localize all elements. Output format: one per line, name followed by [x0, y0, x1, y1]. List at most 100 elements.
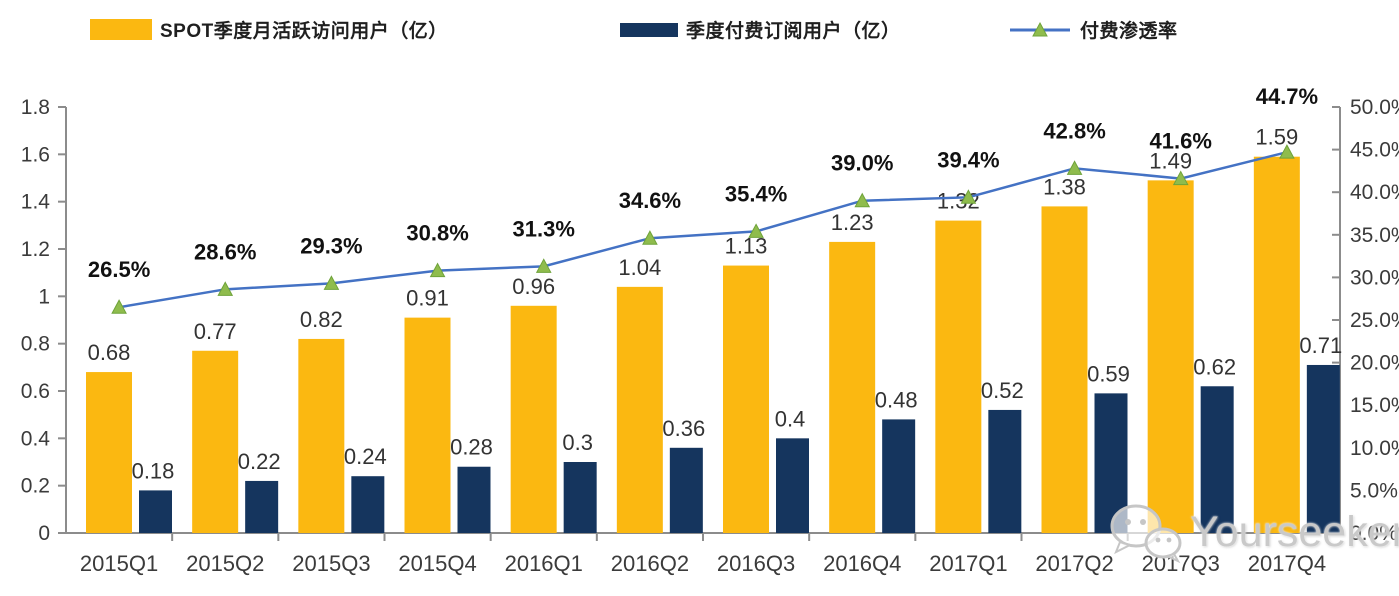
mau-value-label: 0.96: [512, 274, 555, 299]
subs-value-label: 0.48: [875, 387, 918, 412]
mau-bar: [192, 350, 239, 533]
mau-bar: [510, 305, 557, 533]
left-axis-tick-label: 0.6: [21, 380, 50, 403]
mau-legend-label: SPOT季度月活跃访问用户（亿）: [160, 21, 448, 42]
mau-bar: [404, 317, 451, 533]
penetration-marker: [1279, 144, 1295, 159]
penetration-pct-label: 44.7%: [1256, 84, 1318, 109]
left-axis-tick-label: 1.6: [21, 143, 50, 166]
subs-value-label: 0.62: [1193, 354, 1236, 379]
penetration-pct-label: 42.8%: [1043, 118, 1105, 143]
mau-bar: [616, 286, 663, 533]
left-axis-tick-label: 0.4: [21, 427, 51, 450]
legend-item-mau: SPOT季度月活跃访问用户（亿）: [90, 16, 448, 43]
subs-value-label: 0.71: [1299, 333, 1342, 358]
right-axis-tick-label: 25.0%: [1350, 309, 1399, 332]
penetration-pct-label: 29.3%: [300, 233, 362, 258]
left-axis-tick-label: 0: [38, 522, 50, 545]
right-axis-tick-label: 10.0%: [1350, 437, 1399, 460]
penetration-marker: [217, 281, 234, 296]
penetration-marker: [854, 192, 871, 208]
left-axis-tick-label: 0.2: [21, 475, 50, 498]
subs-bar: [457, 466, 491, 533]
subs-bar: [669, 447, 703, 533]
mau-bar: [1147, 180, 1194, 533]
penetration-legend-label: 付费渗透率: [1080, 21, 1178, 42]
x-tick-label: 2015Q3: [292, 551, 370, 576]
mau-bar: [298, 338, 345, 533]
subs-bar: [1094, 393, 1128, 533]
penetration-pct-label: 31.3%: [513, 216, 575, 241]
subs-bar: [1200, 386, 1234, 533]
mau-value-label: 0.82: [300, 307, 343, 332]
penetration-marker: [642, 230, 658, 245]
penetration-marker: [323, 275, 340, 290]
penetration-marker: [1172, 170, 1189, 186]
mau-value-label: 0.68: [88, 340, 131, 365]
subs-bar: [245, 480, 279, 533]
mau-bar: [1041, 206, 1088, 533]
subs-legend-label: 季度付费订阅用户（亿）: [686, 21, 901, 42]
mau-value-label: 0.77: [194, 319, 237, 344]
x-tick-label: 2017Q2: [1035, 551, 1113, 576]
right-axis-tick-label: 15.0%: [1350, 394, 1399, 417]
penetration-pct-label: 41.6%: [1150, 129, 1212, 154]
legend-item-penetration: 付费渗透率: [1008, 16, 1178, 43]
right-axis-tick-label: 30.0%: [1350, 266, 1399, 289]
subs-bar: [988, 409, 1022, 533]
penetration-marker: [1066, 160, 1083, 175]
left-axis-tick-label: 1.4: [21, 191, 51, 214]
penetration-pct-label: 39.4%: [937, 147, 999, 172]
subs-bar: [351, 476, 385, 533]
penetration-pct-label: 34.6%: [619, 188, 681, 213]
penetration-pct-label: 39.0%: [831, 151, 893, 176]
penetration-line: [118, 150, 1288, 309]
right-axis-tick-label: 50.0%: [1350, 96, 1399, 119]
subs-bar: [776, 438, 809, 533]
penetration-pct-label: 28.6%: [194, 239, 256, 264]
x-tick-label: 2017Q1: [929, 551, 1007, 576]
mau-value-label: 1.04: [618, 255, 661, 280]
penetration-pct-label: 30.8%: [406, 221, 468, 246]
legend-item-subs: 季度付费订阅用户（亿）: [620, 16, 901, 43]
subs-value-label: 0.59: [1087, 361, 1130, 386]
subs-bar: [563, 462, 597, 533]
subs-value-label: 0.18: [132, 458, 175, 483]
subs-value-label: 0.36: [662, 416, 705, 441]
mau-bar: [935, 220, 982, 533]
left-axis-tick-label: 1.2: [21, 238, 50, 261]
left-axis-tick-label: 1: [38, 285, 50, 308]
right-axis-tick-label: 20.0%: [1350, 352, 1399, 375]
subs-value-label: 0.4: [775, 406, 806, 431]
mau-bar: [723, 265, 769, 533]
x-tick-label: 2016Q1: [505, 551, 583, 576]
penetration-legend-marker: [1010, 21, 1070, 36]
mau-value-label: 1.59: [1255, 125, 1298, 150]
x-tick-label: 2016Q2: [611, 551, 689, 576]
mau-value-label: 1.49: [1149, 148, 1192, 173]
subs-bar: [882, 419, 916, 533]
subs-value-label: 0.28: [450, 435, 493, 460]
subs-value-label: 0.22: [238, 449, 281, 474]
penetration-marker: [535, 258, 552, 273]
subs-value-label: 0.52: [981, 378, 1024, 403]
x-tick-label: 2017Q3: [1142, 551, 1220, 576]
mau-value-label: 1.23: [831, 210, 874, 235]
subs-bar: [139, 490, 172, 533]
penetration-pct-label: 26.5%: [88, 257, 150, 282]
right-axis-tick-label: 40.0%: [1350, 181, 1399, 204]
x-tick-label: 2016Q3: [717, 551, 795, 576]
right-axis-tick-label: 35.0%: [1350, 224, 1399, 247]
subs-value-label: 0.3: [562, 430, 593, 455]
x-tick-label: 2015Q4: [398, 551, 476, 576]
right-axis-tick-label: 5.0%: [1350, 479, 1398, 502]
mau-value-label: 1.38: [1043, 174, 1086, 199]
x-tick-label: 2016Q4: [823, 551, 901, 576]
mau-bar: [1253, 156, 1300, 533]
x-tick-label: 2017Q4: [1248, 551, 1326, 576]
penetration-marker: [429, 262, 446, 278]
x-tick-label: 2015Q1: [80, 551, 158, 576]
subs-value-label: 0.24: [344, 444, 387, 469]
